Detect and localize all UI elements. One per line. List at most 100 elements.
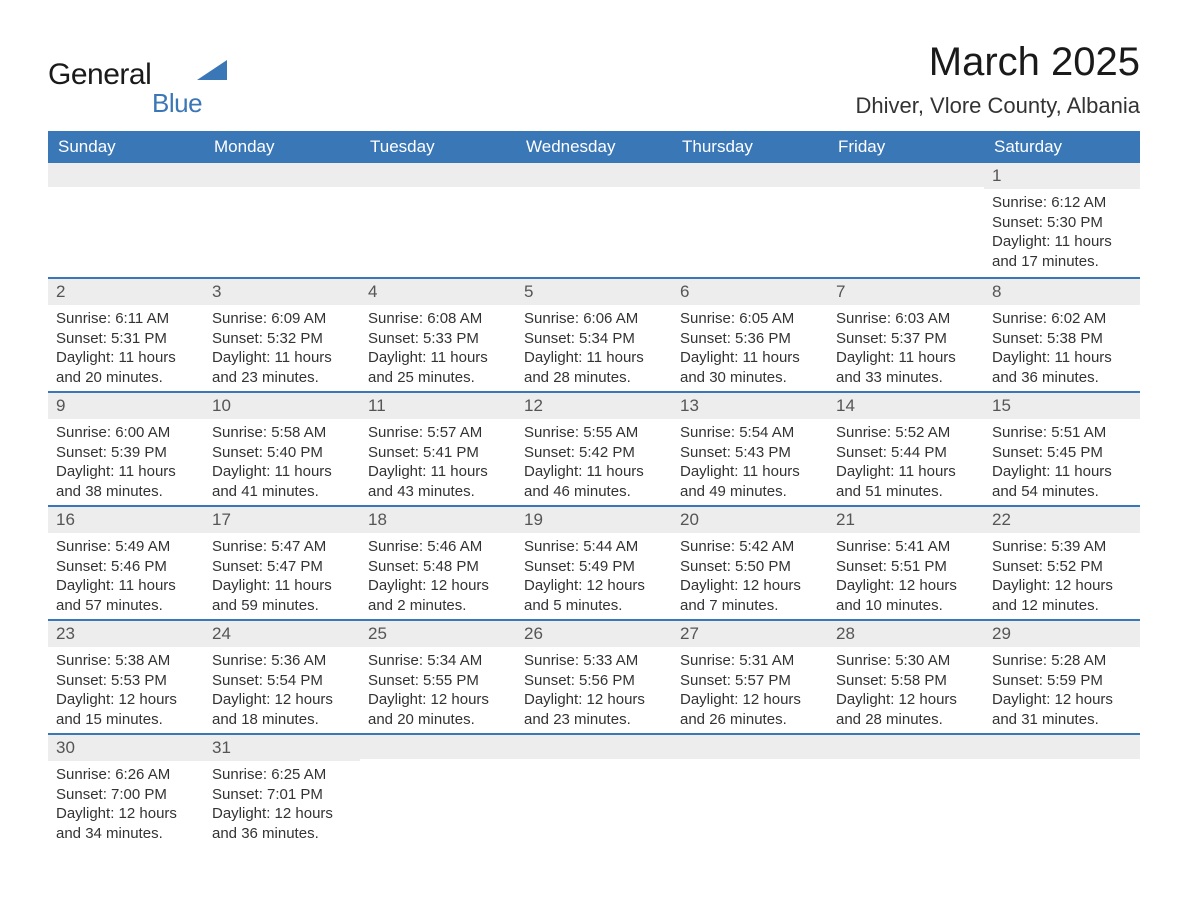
day-details: Sunrise: 5:36 AMSunset: 5:54 PMDaylight:… bbox=[204, 647, 360, 729]
day-details: Sunrise: 6:03 AMSunset: 5:37 PMDaylight:… bbox=[828, 305, 984, 387]
weekday-header-row: SundayMondayTuesdayWednesdayThursdayFrid… bbox=[48, 131, 1140, 163]
sunrise-line: Sunrise: 5:42 AM bbox=[680, 537, 820, 557]
day-cell: 24Sunrise: 5:36 AMSunset: 5:54 PMDayligh… bbox=[204, 621, 360, 733]
sunset-line: Sunset: 5:38 PM bbox=[992, 329, 1132, 349]
daylight-line: Daylight: 12 hours and 2 minutes. bbox=[368, 576, 508, 615]
daylight-line: Daylight: 11 hours and 57 minutes. bbox=[56, 576, 196, 615]
day-number: 24 bbox=[204, 621, 360, 647]
day-number bbox=[828, 163, 984, 187]
day-details: Sunrise: 5:55 AMSunset: 5:42 PMDaylight:… bbox=[516, 419, 672, 501]
sunrise-line: Sunrise: 5:36 AM bbox=[212, 651, 352, 671]
day-details: Sunrise: 5:41 AMSunset: 5:51 PMDaylight:… bbox=[828, 533, 984, 615]
daylight-line: Daylight: 11 hours and 51 minutes. bbox=[836, 462, 976, 501]
day-cell: 4Sunrise: 6:08 AMSunset: 5:33 PMDaylight… bbox=[360, 279, 516, 391]
empty-spacer bbox=[204, 187, 360, 273]
day-cell: 2Sunrise: 6:11 AMSunset: 5:31 PMDaylight… bbox=[48, 279, 204, 391]
day-cell bbox=[204, 163, 360, 277]
day-details: Sunrise: 6:26 AMSunset: 7:00 PMDaylight:… bbox=[48, 761, 204, 843]
sunset-line: Sunset: 5:40 PM bbox=[212, 443, 352, 463]
daylight-line: Daylight: 12 hours and 7 minutes. bbox=[680, 576, 820, 615]
day-number: 7 bbox=[828, 279, 984, 305]
day-number: 6 bbox=[672, 279, 828, 305]
month-title: March 2025 bbox=[855, 40, 1140, 85]
sunrise-line: Sunrise: 5:33 AM bbox=[524, 651, 664, 671]
week-row: 23Sunrise: 5:38 AMSunset: 5:53 PMDayligh… bbox=[48, 619, 1140, 733]
day-number bbox=[204, 163, 360, 187]
day-cell: 26Sunrise: 5:33 AMSunset: 5:56 PMDayligh… bbox=[516, 621, 672, 733]
sunset-line: Sunset: 5:55 PM bbox=[368, 671, 508, 691]
day-cell: 20 Sunrise: 5:42 AMSunset: 5:50 PMDayligh… bbox=[672, 507, 828, 619]
daylight-line: Daylight: 11 hours and 38 minutes. bbox=[56, 462, 196, 501]
logo: General Blue bbox=[48, 58, 228, 118]
sunset-line: Sunset: 5:53 PM bbox=[56, 671, 196, 691]
day-cell: 29Sunrise: 5:28 AMSunset: 5:59 PMDayligh… bbox=[984, 621, 1140, 733]
day-details: Sunrise: 5:30 AMSunset: 5:58 PMDaylight:… bbox=[828, 647, 984, 729]
day-cell: 22Sunrise: 5:39 AMSunset: 5:52 PMDayligh… bbox=[984, 507, 1140, 619]
day-cell: 19Sunrise: 5:44 AMSunset: 5:49 PMDayligh… bbox=[516, 507, 672, 619]
weeks-container: 1Sunrise: 6:12 AMSunset: 5:30 PMDaylight… bbox=[48, 163, 1140, 847]
day-number bbox=[516, 735, 672, 759]
weekday-header-cell: Saturday bbox=[984, 131, 1140, 163]
day-number: 12 bbox=[516, 393, 672, 419]
sunset-line: Sunset: 5:41 PM bbox=[368, 443, 508, 463]
daylight-line: Daylight: 11 hours and 33 minutes. bbox=[836, 348, 976, 387]
sunrise-line: Sunrise: 5:31 AM bbox=[680, 651, 820, 671]
day-cell: 5Sunrise: 6:06 AMSunset: 5:34 PMDaylight… bbox=[516, 279, 672, 391]
sunset-line: Sunset: 5:44 PM bbox=[836, 443, 976, 463]
sunset-line: Sunset: 5:43 PM bbox=[680, 443, 820, 463]
sunset-line: Sunset: 5:30 PM bbox=[992, 213, 1132, 233]
sunset-line: Sunset: 5:59 PM bbox=[992, 671, 1132, 691]
day-details: Sunrise: 6:00 AMSunset: 5:39 PMDaylight:… bbox=[48, 419, 204, 501]
logo-text-blue: Blue bbox=[152, 88, 202, 119]
daylight-line: Daylight: 11 hours and 30 minutes. bbox=[680, 348, 820, 387]
day-number: 19 bbox=[516, 507, 672, 533]
day-number: 18 bbox=[360, 507, 516, 533]
day-cell: 12Sunrise: 5:55 AMSunset: 5:42 PMDayligh… bbox=[516, 393, 672, 505]
day-number: 4 bbox=[360, 279, 516, 305]
sunset-line: Sunset: 5:56 PM bbox=[524, 671, 664, 691]
day-cell: 16Sunrise: 5:49 AMSunset: 5:46 PMDayligh… bbox=[48, 507, 204, 619]
sunrise-line: Sunrise: 5:49 AM bbox=[56, 537, 196, 557]
sunrise-line: Sunrise: 6:03 AM bbox=[836, 309, 976, 329]
day-details: Sunrise: 5:33 AMSunset: 5:56 PMDaylight:… bbox=[516, 647, 672, 729]
daylight-line: Daylight: 12 hours and 23 minutes. bbox=[524, 690, 664, 729]
day-number: 27 bbox=[672, 621, 828, 647]
day-number: 2 bbox=[48, 279, 204, 305]
day-details: Sunrise: 5:46 AMSunset: 5:48 PMDaylight:… bbox=[360, 533, 516, 615]
day-details: Sunrise: 6:25 AMSunset: 7:01 PMDaylight:… bbox=[204, 761, 360, 843]
daylight-line: Daylight: 11 hours and 59 minutes. bbox=[212, 576, 352, 615]
sunset-line: Sunset: 5:57 PM bbox=[680, 671, 820, 691]
day-number: 13 bbox=[672, 393, 828, 419]
day-cell: 1Sunrise: 6:12 AMSunset: 5:30 PMDaylight… bbox=[984, 163, 1140, 277]
sunrise-line: Sunrise: 6:00 AM bbox=[56, 423, 196, 443]
sunset-line: Sunset: 5:50 PM bbox=[680, 557, 820, 577]
daylight-line: Daylight: 12 hours and 20 minutes. bbox=[368, 690, 508, 729]
day-number: 30 bbox=[48, 735, 204, 761]
sunset-line: Sunset: 5:37 PM bbox=[836, 329, 976, 349]
day-cell bbox=[516, 163, 672, 277]
sunset-line: Sunset: 5:58 PM bbox=[836, 671, 976, 691]
sunset-line: Sunset: 5:49 PM bbox=[524, 557, 664, 577]
day-number: 8 bbox=[984, 279, 1140, 305]
day-details: Sunrise: 5:47 AMSunset: 5:47 PMDaylight:… bbox=[204, 533, 360, 615]
sunrise-line: Sunrise: 5:52 AM bbox=[836, 423, 976, 443]
sunset-line: Sunset: 5:47 PM bbox=[212, 557, 352, 577]
sunset-line: Sunset: 5:52 PM bbox=[992, 557, 1132, 577]
day-number bbox=[828, 735, 984, 759]
sunrise-line: Sunrise: 5:39 AM bbox=[992, 537, 1132, 557]
day-number: 20 bbox=[672, 507, 828, 533]
day-details: Sunrise: 6:05 AMSunset: 5:36 PMDaylight:… bbox=[672, 305, 828, 387]
day-cell: 25Sunrise: 5:34 AMSunset: 5:55 PMDayligh… bbox=[360, 621, 516, 733]
day-number bbox=[984, 735, 1140, 759]
day-number: 3 bbox=[204, 279, 360, 305]
sunrise-line: Sunrise: 5:47 AM bbox=[212, 537, 352, 557]
sunrise-line: Sunrise: 5:46 AM bbox=[368, 537, 508, 557]
daylight-line: Daylight: 12 hours and 15 minutes. bbox=[56, 690, 196, 729]
day-cell bbox=[672, 163, 828, 277]
day-number bbox=[516, 163, 672, 187]
day-cell bbox=[48, 163, 204, 277]
daylight-line: Daylight: 12 hours and 28 minutes. bbox=[836, 690, 976, 729]
sunrise-line: Sunrise: 6:05 AM bbox=[680, 309, 820, 329]
day-number: 11 bbox=[360, 393, 516, 419]
daylight-line: Daylight: 12 hours and 31 minutes. bbox=[992, 690, 1132, 729]
